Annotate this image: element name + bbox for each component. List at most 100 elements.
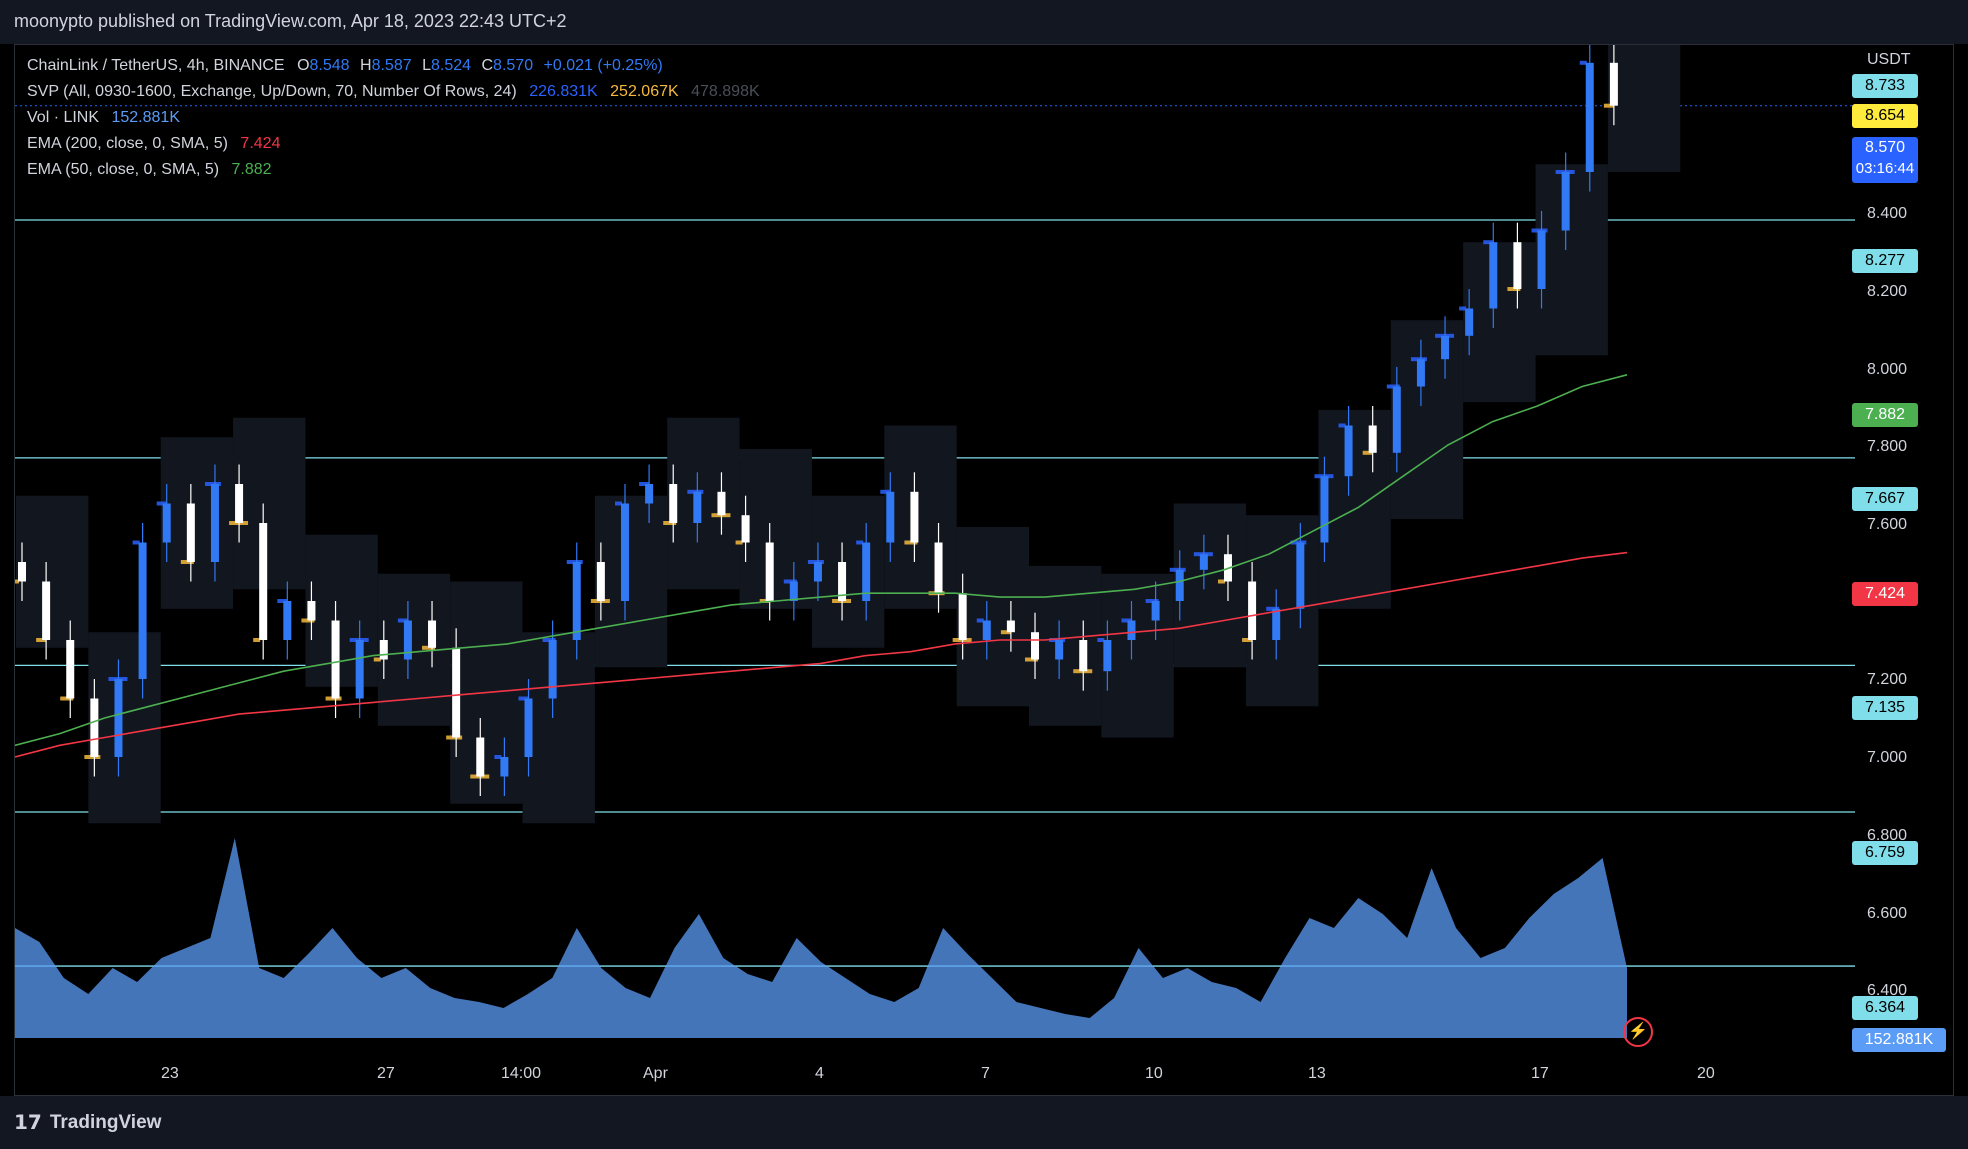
- price-tag-ema50: 7.882: [1852, 403, 1918, 427]
- price-tag-current: 8.570 03:16:44: [1852, 137, 1918, 183]
- ema50-value: 7.882: [231, 161, 272, 178]
- candle-body: [428, 620, 437, 648]
- candle-body: [1199, 554, 1208, 570]
- ema200-label[interactable]: EMA (200, close, 0, SMA, 5): [27, 135, 228, 152]
- ema50-label[interactable]: EMA (50, close, 0, SMA, 5): [27, 161, 220, 178]
- price-tag-svp: 8.654: [1852, 104, 1918, 128]
- candle-body: [379, 640, 388, 660]
- candle-body: [765, 542, 774, 601]
- candle-body: [1079, 640, 1088, 672]
- candle-body: [1513, 242, 1522, 289]
- candle-body: [355, 640, 364, 699]
- x-tick: 10: [1145, 1065, 1163, 1082]
- candle-body: [210, 484, 219, 562]
- svp-block: [160, 437, 234, 609]
- current-price: 8.570: [1864, 139, 1906, 156]
- volume-area: [15, 838, 1627, 1038]
- ema50-row: EMA (50, close, 0, SMA, 5) 7.882: [27, 157, 760, 183]
- svp-bar: [614, 501, 622, 506]
- candle-body: [596, 562, 605, 601]
- candle-body: [1441, 335, 1450, 360]
- ohlc-close: 8.570: [493, 57, 534, 74]
- candle-body: [958, 593, 967, 640]
- price-tag-level: 6.759: [1852, 841, 1918, 865]
- svp-bar: [1459, 306, 1467, 311]
- svp-block: [1463, 242, 1536, 403]
- candle-body: [162, 503, 171, 543]
- alert-bolt-icon[interactable]: ⚡: [1623, 1017, 1653, 1047]
- y-tick: 7.200: [1867, 671, 1908, 688]
- candle-body: [500, 757, 509, 777]
- x-tick: 7: [981, 1065, 990, 1082]
- tradingview-logo-icon: 𝟭𝟳: [14, 1112, 42, 1134]
- candle-body: [693, 491, 702, 523]
- price-tag-level: 7.135: [1852, 696, 1918, 720]
- ohlc-high: 8.587: [371, 57, 412, 74]
- candle-body: [476, 737, 485, 777]
- candle-body: [235, 484, 244, 523]
- svp-block: [16, 495, 89, 648]
- candle-body: [1248, 581, 1257, 640]
- svp-bar: [1338, 423, 1346, 428]
- volume-row: Vol · LINK 152.881K: [27, 105, 760, 131]
- footer: 𝟭𝟳 TradingView: [0, 1096, 1968, 1149]
- candle-body: [259, 523, 268, 640]
- price-tag-level: 8.733: [1852, 74, 1918, 98]
- svp-bar: [494, 755, 502, 759]
- x-tick: Apr: [643, 1065, 668, 1082]
- candle-body: [1344, 425, 1353, 477]
- price-chart[interactable]: [15, 45, 1955, 1097]
- ohlc-open: 8.548: [309, 57, 350, 74]
- x-tick: 17: [1531, 1065, 1549, 1082]
- svp-bar: [1121, 618, 1132, 623]
- y-tick: 6.800: [1867, 827, 1908, 844]
- svp-bar: [639, 482, 650, 486]
- candle-body: [1006, 620, 1015, 633]
- x-tick: 4: [815, 1065, 824, 1082]
- x-tick: 23: [161, 1065, 179, 1082]
- x-tick: 27: [377, 1065, 395, 1082]
- chart-area[interactable]: ChainLink / TetherUS, 4h, BINANCE O8.548…: [14, 44, 1954, 1096]
- candle-body: [1392, 386, 1401, 453]
- svp-bar: [880, 489, 891, 494]
- ema200-value: 7.424: [240, 135, 281, 152]
- y-tick: 7.600: [1867, 516, 1908, 533]
- chart-legend: ChainLink / TetherUS, 4h, BINANCE O8.548…: [27, 53, 760, 183]
- tradingview-brand[interactable]: 𝟭𝟳 TradingView: [14, 1110, 161, 1135]
- svp-block: [1101, 573, 1174, 738]
- svp-bar: [1579, 60, 1587, 65]
- volume-label[interactable]: Vol · LINK: [27, 109, 100, 126]
- svp-bar: [373, 657, 381, 662]
- svp-block: [88, 632, 161, 824]
- svp-bar: [36, 638, 47, 642]
- svp-bar: [253, 638, 261, 642]
- candle-body: [283, 601, 292, 640]
- x-tick: 14:00: [501, 1065, 542, 1082]
- svp-block: [1173, 503, 1247, 668]
- candle-body: [1368, 425, 1377, 453]
- candle-body: [1175, 569, 1184, 601]
- candle-body: [331, 620, 340, 699]
- candle-body: [138, 542, 147, 679]
- candle-body: [669, 484, 678, 523]
- candle-body: [1320, 476, 1329, 543]
- candle-body: [1103, 640, 1112, 672]
- y-tick: 6.600: [1867, 905, 1908, 922]
- svp-label[interactable]: SVP (All, 0930-1600, Exchange, Up/Down, …: [27, 83, 517, 100]
- svp-block: [884, 425, 957, 609]
- ohlc-close-label: C: [481, 57, 494, 74]
- candle-body: [572, 562, 581, 640]
- candle-body: [1055, 640, 1064, 660]
- svp-bar: [759, 599, 770, 603]
- svp-bar: [156, 501, 167, 506]
- candle-body: [114, 679, 123, 757]
- svp-up-volume: 226.831K: [529, 83, 598, 100]
- candle-body: [1465, 308, 1474, 336]
- symbol-label[interactable]: ChainLink / TetherUS, 4h, BINANCE: [27, 57, 285, 74]
- y-tick: 6.400: [1867, 982, 1908, 999]
- candle-body: [90, 698, 99, 757]
- candle-body: [1151, 601, 1160, 621]
- candle-body: [645, 484, 654, 504]
- ema50-line: [15, 374, 1628, 747]
- candle-body: [524, 698, 533, 757]
